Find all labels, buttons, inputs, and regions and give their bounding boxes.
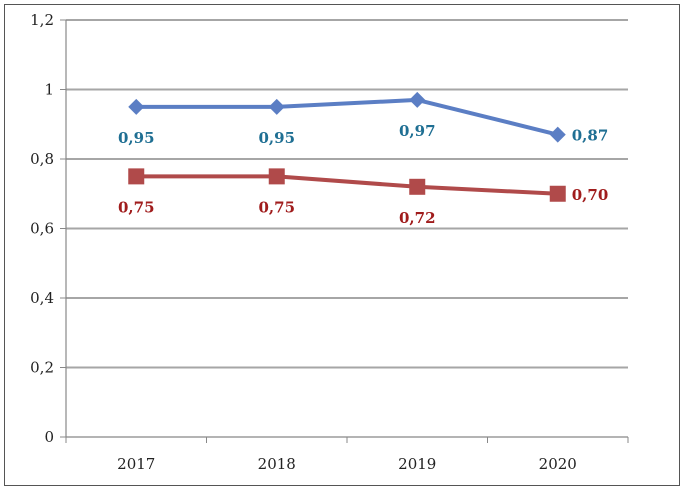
chart-frame: [4, 4, 680, 486]
series-2-point: [409, 178, 426, 195]
series-1-data-label: 0,97: [399, 122, 436, 140]
labels-layer: 0,95 0,95 0,97 0,87 0,75 0,75 0,72 0,70: [118, 122, 608, 227]
series-1-point: [409, 91, 426, 108]
series-2-point: [268, 168, 285, 185]
grid-lines: [66, 19, 628, 369]
series-1-point: [128, 98, 145, 115]
y-tick-label: 1,2: [30, 11, 54, 29]
series-2-data-label: 0,70: [572, 186, 609, 204]
series-1-data-label: 0,95: [258, 129, 295, 147]
y-tick-label: 0,2: [30, 359, 54, 377]
y-tick-label: 0,6: [30, 220, 54, 238]
series-2-point: [549, 185, 566, 202]
x-tick-label: 2019: [398, 455, 436, 473]
series-1-data-label: 0,87: [572, 127, 609, 145]
series-1-point: [268, 98, 285, 115]
series-2-data-label: 0,75: [258, 198, 295, 216]
y-tick-label: 0,8: [30, 150, 54, 168]
y-tick-label: 0,4: [30, 289, 54, 307]
y-tick-label: 1: [44, 81, 54, 99]
x-tick-label: 2018: [258, 455, 296, 473]
series-1-point: [549, 126, 566, 143]
series-2-line: [136, 174, 558, 196]
series-1-line: [136, 97, 559, 137]
x-tick-label: 2017: [117, 455, 155, 473]
series-1-data-label: 0,95: [118, 129, 155, 147]
series-layer: [128, 91, 566, 202]
series-2-data-label: 0,72: [399, 209, 436, 227]
series-2-point: [128, 168, 145, 185]
axes: 0 0,2 0,4 0,6 0,8 1 1,2 2017 2018 2019 2020: [30, 11, 629, 473]
x-tick-label: 2020: [539, 455, 577, 473]
y-tick-label: 0: [44, 428, 54, 446]
series-2-data-label: 0,75: [118, 198, 155, 216]
